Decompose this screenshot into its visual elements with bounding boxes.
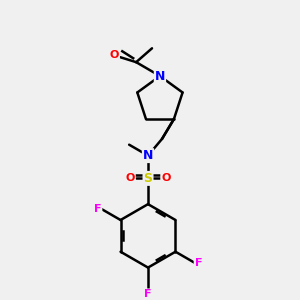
Text: O: O bbox=[110, 50, 119, 60]
Text: O: O bbox=[125, 173, 135, 183]
Text: F: F bbox=[195, 258, 202, 268]
Text: O: O bbox=[161, 173, 170, 183]
Text: F: F bbox=[94, 204, 101, 214]
Text: F: F bbox=[144, 289, 152, 299]
Text: S: S bbox=[143, 172, 152, 185]
Text: N: N bbox=[155, 70, 165, 83]
Text: N: N bbox=[143, 149, 153, 162]
